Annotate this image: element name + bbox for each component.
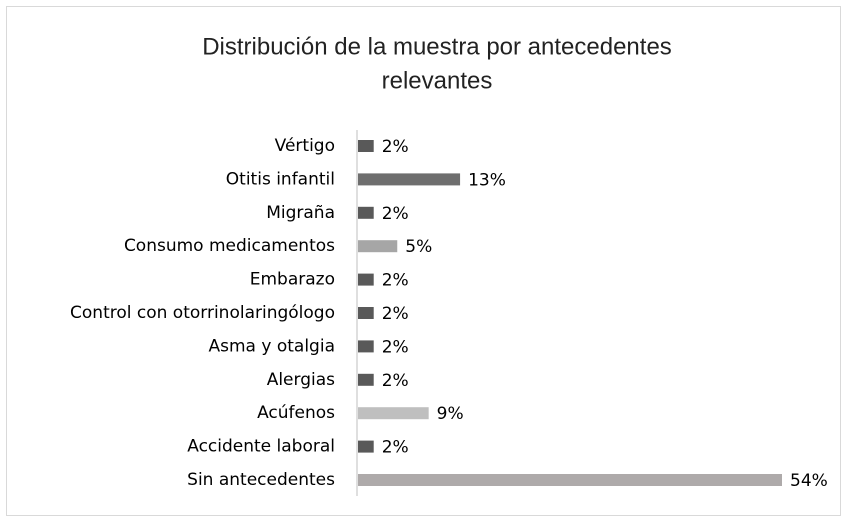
bar [358, 440, 374, 453]
category-label: Accidente laboral [187, 437, 335, 457]
bar [358, 407, 429, 420]
value-label: 13% [468, 170, 506, 190]
value-label: 9% [437, 404, 464, 424]
bar [358, 340, 374, 353]
category-label: Vértigo [275, 136, 335, 156]
category-label: Sin antecedentes [187, 470, 335, 490]
value-label: 2% [382, 304, 409, 324]
chart-title: relevantes [382, 67, 493, 94]
bar [358, 206, 374, 219]
category-label: Otitis infantil [226, 169, 335, 189]
bar [358, 173, 461, 186]
category-label: Consumo medicamentos [124, 236, 335, 256]
category-label: Acúfenos [257, 403, 335, 423]
bar [358, 307, 374, 319]
category-label: Asma y otalgia [209, 336, 335, 356]
value-label: 5% [405, 237, 432, 257]
value-label: 2% [382, 271, 409, 291]
value-label: 2% [382, 438, 409, 458]
bar [358, 240, 398, 253]
bar [358, 140, 374, 152]
bar [358, 474, 782, 486]
chart-title: Distribución de la muestra por anteceden… [202, 33, 672, 60]
value-label: 2% [382, 137, 409, 157]
value-label: 2% [382, 204, 409, 224]
category-label: Migraña [266, 203, 335, 223]
bar [358, 273, 374, 286]
category-label: Control con otorrinolaringólogo [70, 303, 335, 323]
value-label: 2% [382, 337, 409, 357]
value-label: 2% [382, 371, 409, 391]
bar [358, 373, 374, 386]
chart-border [6, 6, 841, 516]
category-label: Alergias [267, 370, 335, 390]
category-label: Embarazo [250, 270, 335, 290]
value-label: 54% [790, 471, 828, 491]
